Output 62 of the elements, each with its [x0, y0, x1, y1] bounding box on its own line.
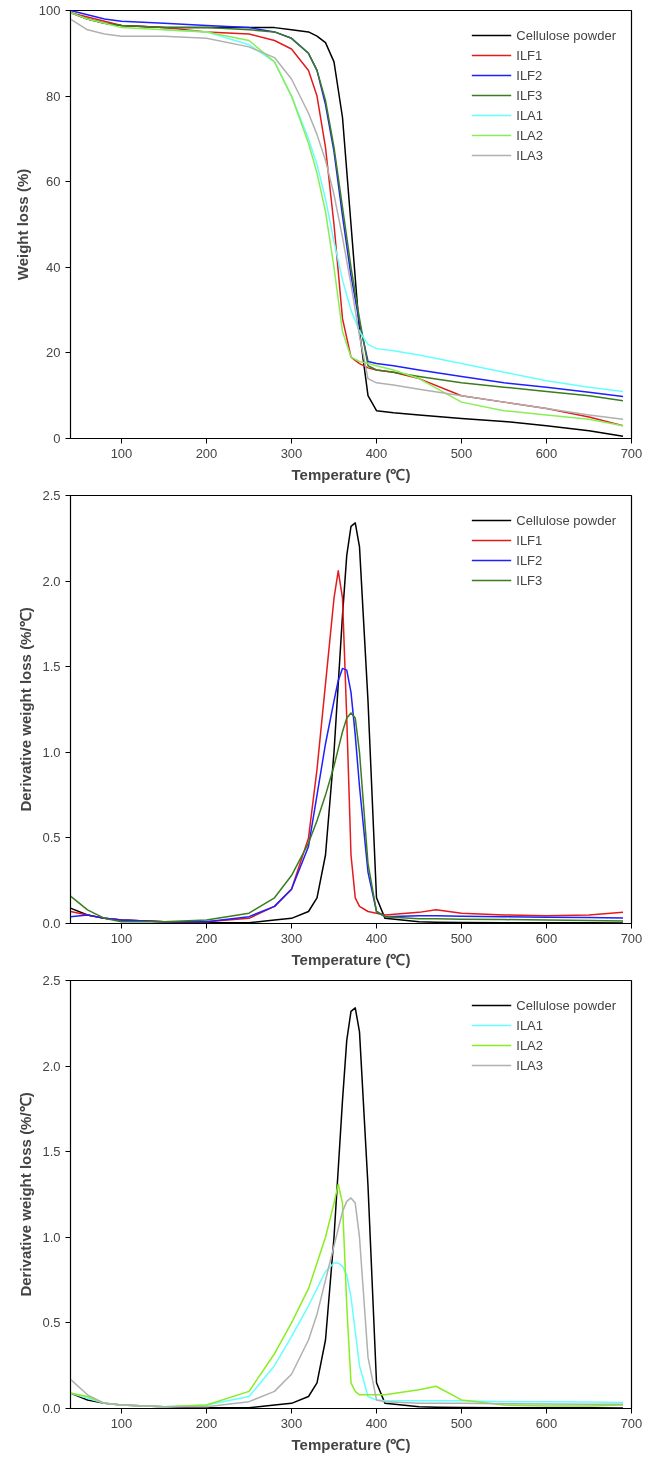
y-tick-label: 1.0	[42, 1229, 61, 1245]
x-tick-label: 600	[535, 1415, 558, 1431]
x-tick-label: 200	[195, 1415, 218, 1431]
y-tick-label: 2.5	[42, 488, 61, 503]
y-tick-label: 1.5	[42, 1144, 61, 1160]
legend-label: Cellulose powder	[516, 997, 616, 1013]
x-tick-label: 300	[280, 445, 303, 461]
x-tick-label: 600	[535, 930, 558, 946]
x-tick-label: 500	[450, 1415, 473, 1431]
x-tick-label: 700	[620, 930, 643, 946]
y-axis-title: Derivative weight loss (%/℃)	[17, 607, 35, 812]
x-tick-label: 300	[280, 930, 303, 946]
y-tick-label: 1.0	[42, 744, 61, 760]
x-tick-label: 500	[450, 930, 473, 946]
legend-label: ILA3	[516, 1057, 544, 1073]
legend-label: ILA2	[516, 1037, 544, 1053]
y-tick-label: 2.0	[42, 573, 61, 589]
legend-label: ILF2	[516, 552, 543, 568]
legend-label: ILA1	[516, 107, 544, 123]
x-tick-label: 300	[280, 1415, 303, 1431]
legend-label: Cellulose powder	[516, 512, 616, 528]
x-tick-label: 200	[195, 445, 218, 461]
x-axis-title: Temperature (℃)	[291, 1435, 411, 1453]
x-tick-label: 400	[365, 930, 388, 946]
x-tick-label: 100	[110, 1415, 133, 1431]
line-series	[70, 712, 624, 923]
y-tick-label: 0.0	[42, 916, 61, 931]
y-tick-label: 2.5	[42, 973, 61, 988]
y-tick-label: 80	[46, 88, 61, 104]
x-axis-title: Temperature (℃)	[291, 950, 411, 968]
legend-label: ILF3	[516, 87, 543, 103]
y-tick-label: 1.5	[42, 659, 61, 675]
y-tick-label: 60	[46, 174, 61, 190]
x-tick-label: 400	[365, 1415, 388, 1431]
x-tick-label: 500	[450, 445, 473, 461]
y-tick-label: 0.0	[42, 1401, 61, 1416]
legend-label: ILF2	[516, 67, 543, 83]
y-axis-title: Weight loss (%)	[13, 168, 31, 281]
y-axis-title: Derivative weight loss (%/℃)	[17, 1092, 35, 1297]
y-tick-label: 2.0	[42, 1058, 61, 1074]
y-tick-label: 0.5	[42, 830, 61, 846]
x-tick-label: 100	[110, 930, 133, 946]
x-tick-label: 700	[620, 445, 643, 461]
legend-label: ILF1	[516, 532, 543, 548]
legend-label: Cellulose powder	[516, 27, 616, 43]
legend-label: ILA3	[516, 147, 544, 163]
x-tick-label: 600	[535, 445, 558, 461]
legend-label: ILF3	[516, 572, 543, 588]
y-tick-label: 40	[46, 259, 61, 275]
y-tick-label: 20	[46, 345, 61, 361]
line-series	[70, 667, 624, 923]
y-tick-label: 100	[38, 3, 61, 18]
x-tick-label: 400	[365, 445, 388, 461]
legend-label: ILA2	[516, 127, 544, 143]
legend-label: ILA1	[516, 1017, 544, 1033]
x-axis-title: Temperature (℃)	[291, 465, 411, 483]
y-tick-label: 0	[53, 431, 61, 446]
legend-label: ILF1	[516, 47, 543, 63]
y-tick-label: 0.5	[42, 1315, 61, 1331]
x-tick-label: 700	[620, 1415, 643, 1431]
x-tick-label: 100	[110, 445, 133, 461]
x-tick-label: 200	[195, 930, 218, 946]
